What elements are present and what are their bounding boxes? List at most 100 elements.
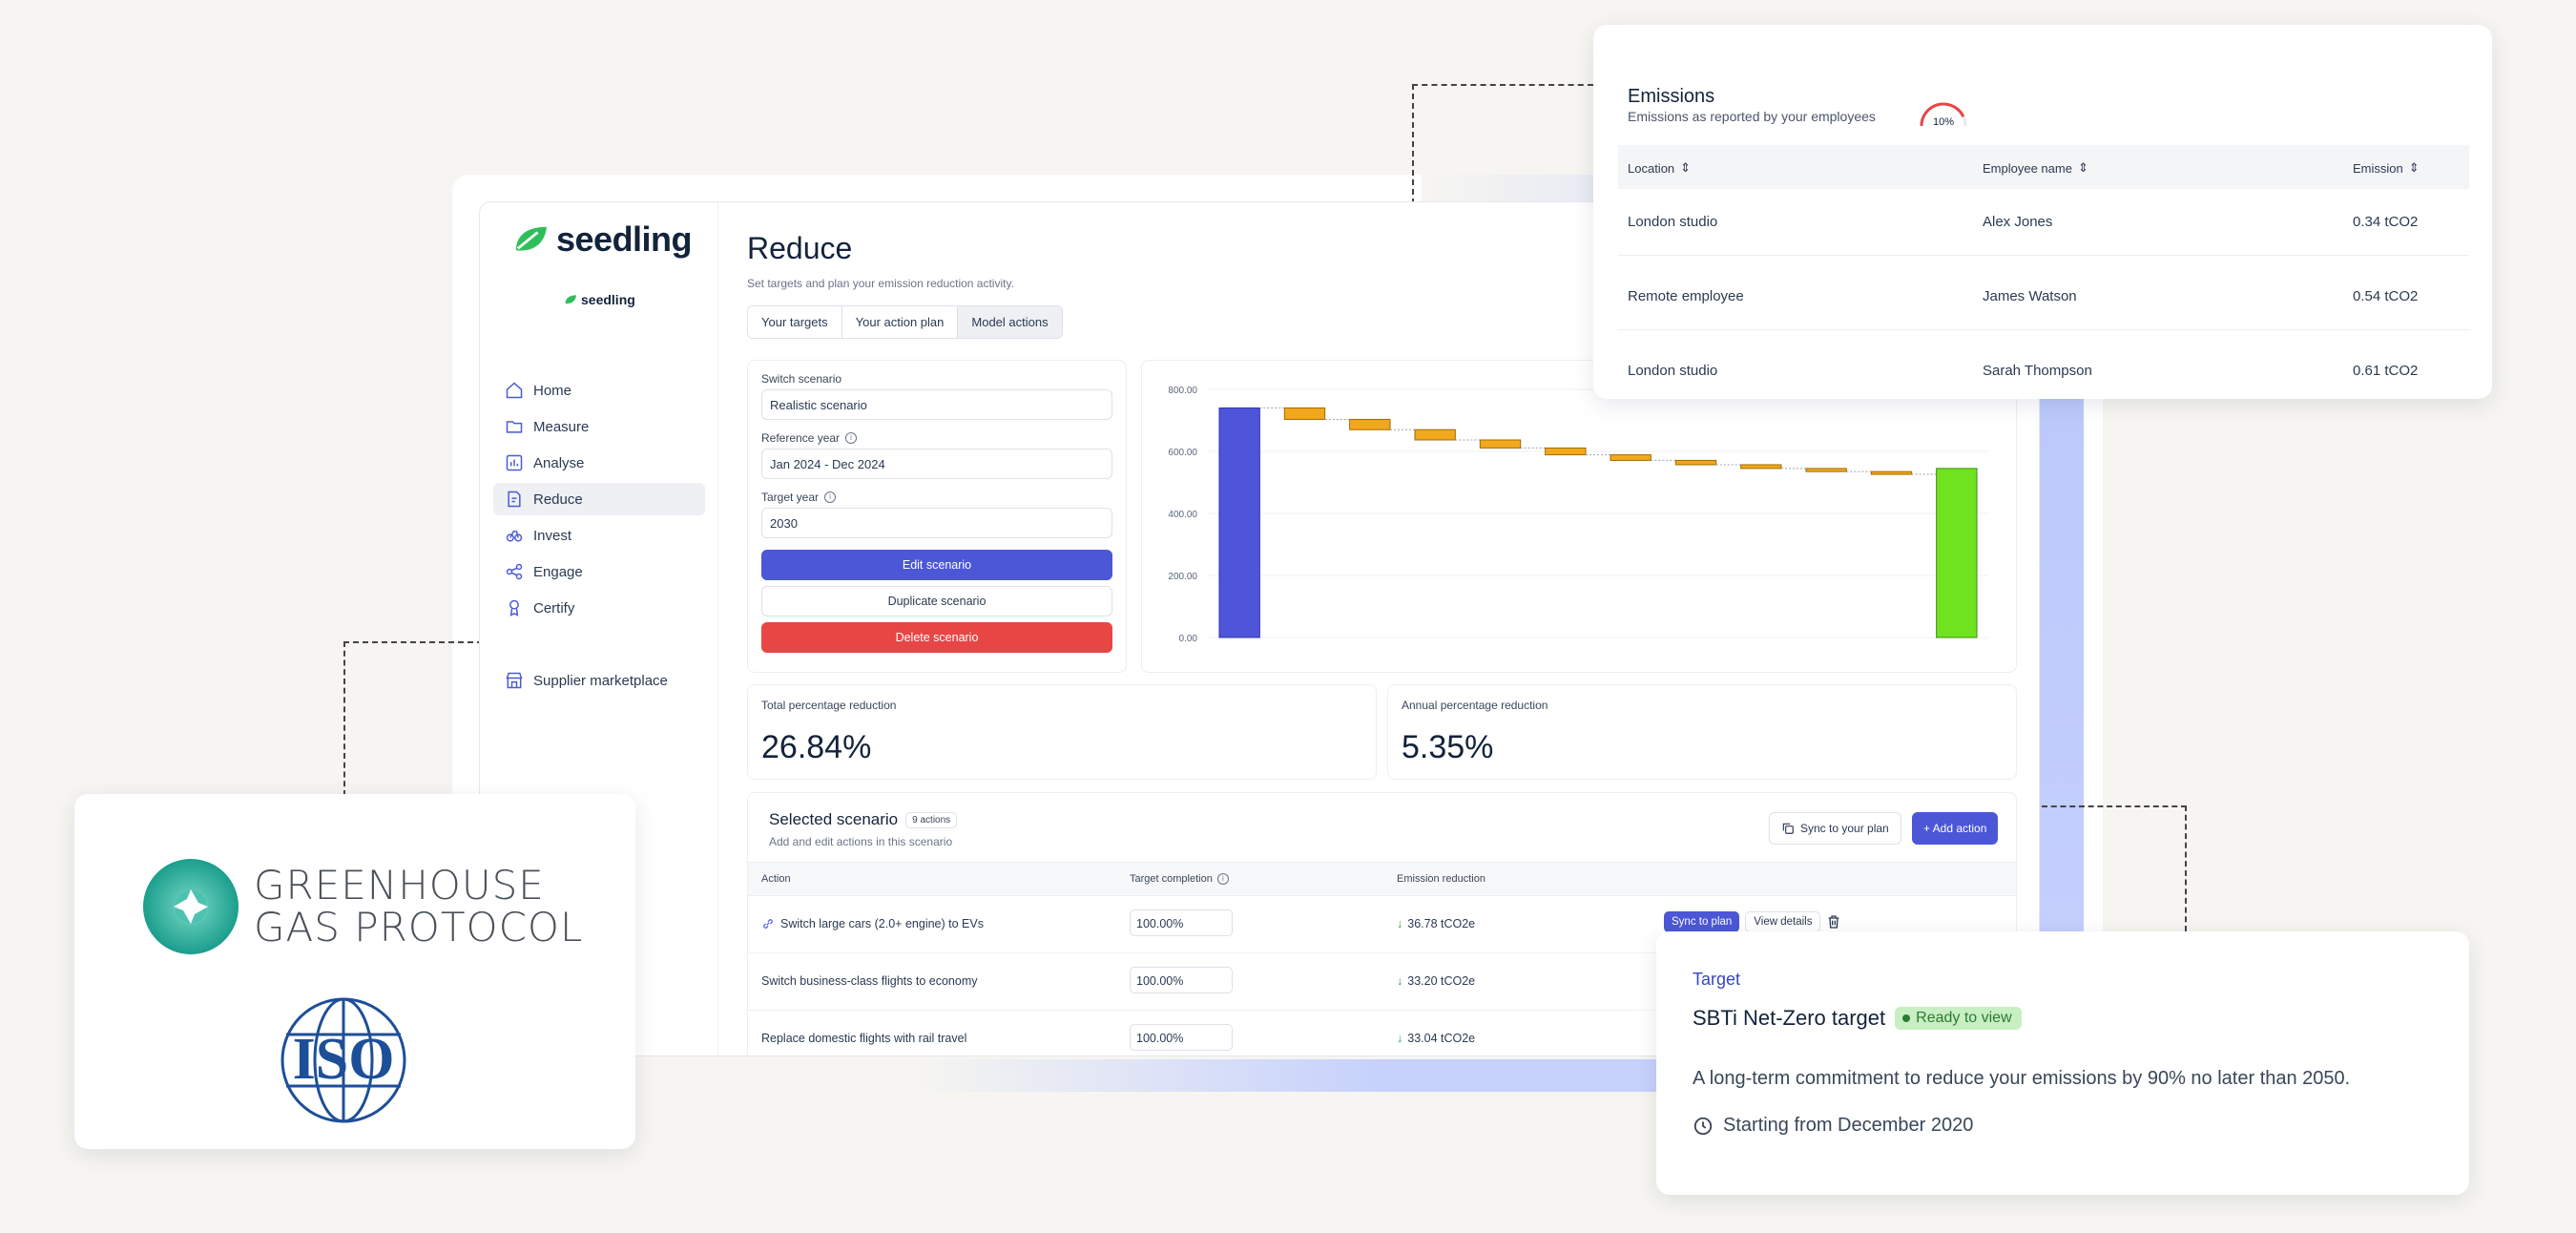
info-icon[interactable]: i (845, 432, 858, 444)
delete-scenario-button[interactable]: Delete scenario (761, 622, 1112, 653)
home-icon (506, 382, 523, 399)
tab-your-targets[interactable]: Your targets (748, 306, 842, 338)
column-location[interactable]: Location ⇕ (1628, 160, 1691, 176)
sidebar-item-supplier-marketplace[interactable]: Supplier marketplace (493, 664, 705, 697)
tab-model-actions[interactable]: Model actions (958, 306, 1062, 338)
sidebar-item-analyse[interactable]: Analyse (493, 447, 705, 479)
column-employee[interactable]: Employee name ⇕ (1983, 160, 2088, 176)
leaf-logo-icon (565, 295, 576, 304)
column-emission[interactable]: Emission ⇕ (2353, 160, 2420, 176)
edit-scenario-button[interactable]: Edit scenario (761, 550, 1112, 580)
y-tick-label: 0.00 (1179, 634, 1198, 644)
iso-logo: ISO (280, 997, 406, 1123)
waterfall-chart: 800.00 600.00 400.00 200.00 0.00 (1168, 386, 1989, 644)
ghg-line-1: GREENHOUSE (254, 862, 545, 909)
sidebar-item-label: Measure (533, 418, 590, 435)
analyse-icon (506, 454, 523, 471)
table-row[interactable]: London studio Alex Jones 0.34 tCO2 (1618, 189, 2469, 256)
chart-bar-step (1349, 418, 1391, 430)
chart-bar-step (1870, 470, 1913, 475)
store-icon (506, 672, 523, 689)
sidebar-item-label: Invest (533, 527, 572, 544)
page-tabs: Your targets Your action plan Model acti… (747, 305, 1063, 339)
emission-cell: 0.61 tCO2 (2353, 363, 2419, 379)
target-completion-input[interactable]: 100.00% (1130, 967, 1233, 993)
target-year-input[interactable]: 2030 (761, 508, 1112, 538)
column-action: Action (761, 873, 791, 885)
selected-scenario-title: Selected scenario (769, 810, 899, 828)
emission-cell: ↓ 36.78 tCO2e (1397, 917, 1475, 930)
button-label: Sync to your plan (1800, 822, 1889, 835)
reference-year-select[interactable]: Jan 2024 - Dec 2024 (761, 449, 1112, 479)
y-tick-label: 200.00 (1168, 572, 1197, 582)
table-row[interactable]: Replace domestic flights with rail trave… (748, 1011, 2016, 1055)
target-completion-input[interactable]: 100.00% (1130, 1024, 1233, 1051)
y-tick-label: 600.00 (1168, 448, 1197, 458)
sidebar-item-engage[interactable]: Engage (493, 555, 705, 588)
actions-count-badge: 9 actions (905, 811, 958, 828)
gauge-value: 10% (1933, 116, 1954, 128)
table-row[interactable]: Switch business-class flights to economy… (748, 953, 2016, 1011)
info-icon[interactable]: i (824, 491, 837, 503)
copy-icon (1782, 823, 1794, 834)
arrow-down-icon: ↓ (1397, 1032, 1403, 1045)
sync-to-plan-row-button[interactable]: Sync to plan (1664, 911, 1740, 932)
connector-line (1412, 84, 1593, 242)
target-completion-input[interactable]: 100.00% (1130, 909, 1233, 936)
sidebar-item-label: Engage (533, 563, 583, 580)
invest-icon (506, 531, 523, 542)
sort-icon: ⇕ (2077, 160, 2088, 175)
emission-cell: 0.34 tCO2 (2353, 214, 2419, 230)
add-action-button[interactable]: + Add action (1912, 812, 1999, 845)
target-card[interactable]: Target SBTi Net-Zero target Ready to vie… (1656, 931, 2469, 1195)
employee-cell: James Watson (1983, 288, 2077, 304)
action-cell: Switch business-class flights to economy (761, 974, 977, 988)
target-title: SBTi Net-Zero target (1693, 1006, 1886, 1030)
sidebar-item-reduce[interactable]: Reduce (493, 483, 705, 515)
duplicate-scenario-button[interactable]: Duplicate scenario (761, 586, 1112, 616)
sidebar-item-measure[interactable]: Measure (493, 410, 705, 443)
chart-bar-step (1479, 439, 1522, 449)
tab-your-action-plan[interactable]: Your action plan (841, 306, 959, 338)
chart-bar-step (1283, 408, 1326, 420)
y-tick-label: 800.00 (1168, 386, 1197, 396)
standards-card: GREENHOUSE GAS PROTOCOL ISO (74, 794, 635, 1149)
label-text: Reference year (761, 431, 841, 445)
gauge-icon: 10% (1920, 102, 1967, 128)
switch-scenario-select[interactable]: Realistic scenario (761, 389, 1112, 420)
sidebar-item-home[interactable]: Home (493, 374, 705, 407)
table-row[interactable]: London studio Sarah Thompson 0.61 tCO2 (1618, 338, 2469, 405)
iso-wordmark: ISO (293, 1027, 395, 1092)
trash-icon[interactable] (1826, 914, 1841, 930)
annual-reduction-label: Annual percentage reduction (1402, 699, 1548, 712)
chart-bar-start (1218, 408, 1260, 638)
sidebar-item-certify[interactable]: Certify (493, 592, 705, 624)
brand-logo[interactable]: seedling (512, 219, 693, 260)
table-row[interactable]: Switch large cars (2.0+ engine) to EVs 1… (748, 896, 2016, 953)
y-tick-label: 400.00 (1168, 510, 1197, 520)
target-title-row: SBTi Net-Zero target Ready to view (1693, 1006, 2022, 1031)
info-icon[interactable]: i (1216, 873, 1229, 885)
connector-line (343, 641, 483, 796)
employee-cell: Alex Jones (1983, 214, 2053, 230)
sidebar-item-invest[interactable]: Invest (493, 519, 705, 552)
page-subtitle: Set targets and plan your emission reduc… (747, 277, 1014, 290)
target-start-text: Starting from December 2020 (1723, 1115, 1974, 1136)
sync-to-plan-button[interactable]: Sync to your plan (1769, 812, 1901, 845)
table-row[interactable]: Remote employee James Watson 0.54 tCO2 (1618, 263, 2469, 330)
column-emission: Emission reduction (1397, 873, 1485, 885)
location-cell: London studio (1628, 214, 1718, 230)
selected-scenario-header: Selected scenario 9 actions (769, 810, 958, 829)
sidebar-item-label: Reduce (533, 491, 583, 508)
emission-cell: ↓ 33.04 tCO2e (1397, 1032, 1475, 1045)
brand-name: seedling (556, 219, 693, 259)
selected-scenario-subtitle: Add and edit actions in this scenario (769, 835, 953, 848)
view-details-button[interactable]: View details (1745, 911, 1821, 932)
sort-icon: ⇕ (1680, 160, 1692, 175)
chart-bar-step (1805, 468, 1847, 472)
location-cell: London studio (1628, 363, 1718, 379)
link-icon (763, 919, 773, 929)
chart-bar-step (1414, 428, 1456, 441)
sort-icon: ⇕ (2408, 160, 2420, 175)
total-reduction-card: Total percentage reduction 26.84% (747, 684, 1377, 780)
